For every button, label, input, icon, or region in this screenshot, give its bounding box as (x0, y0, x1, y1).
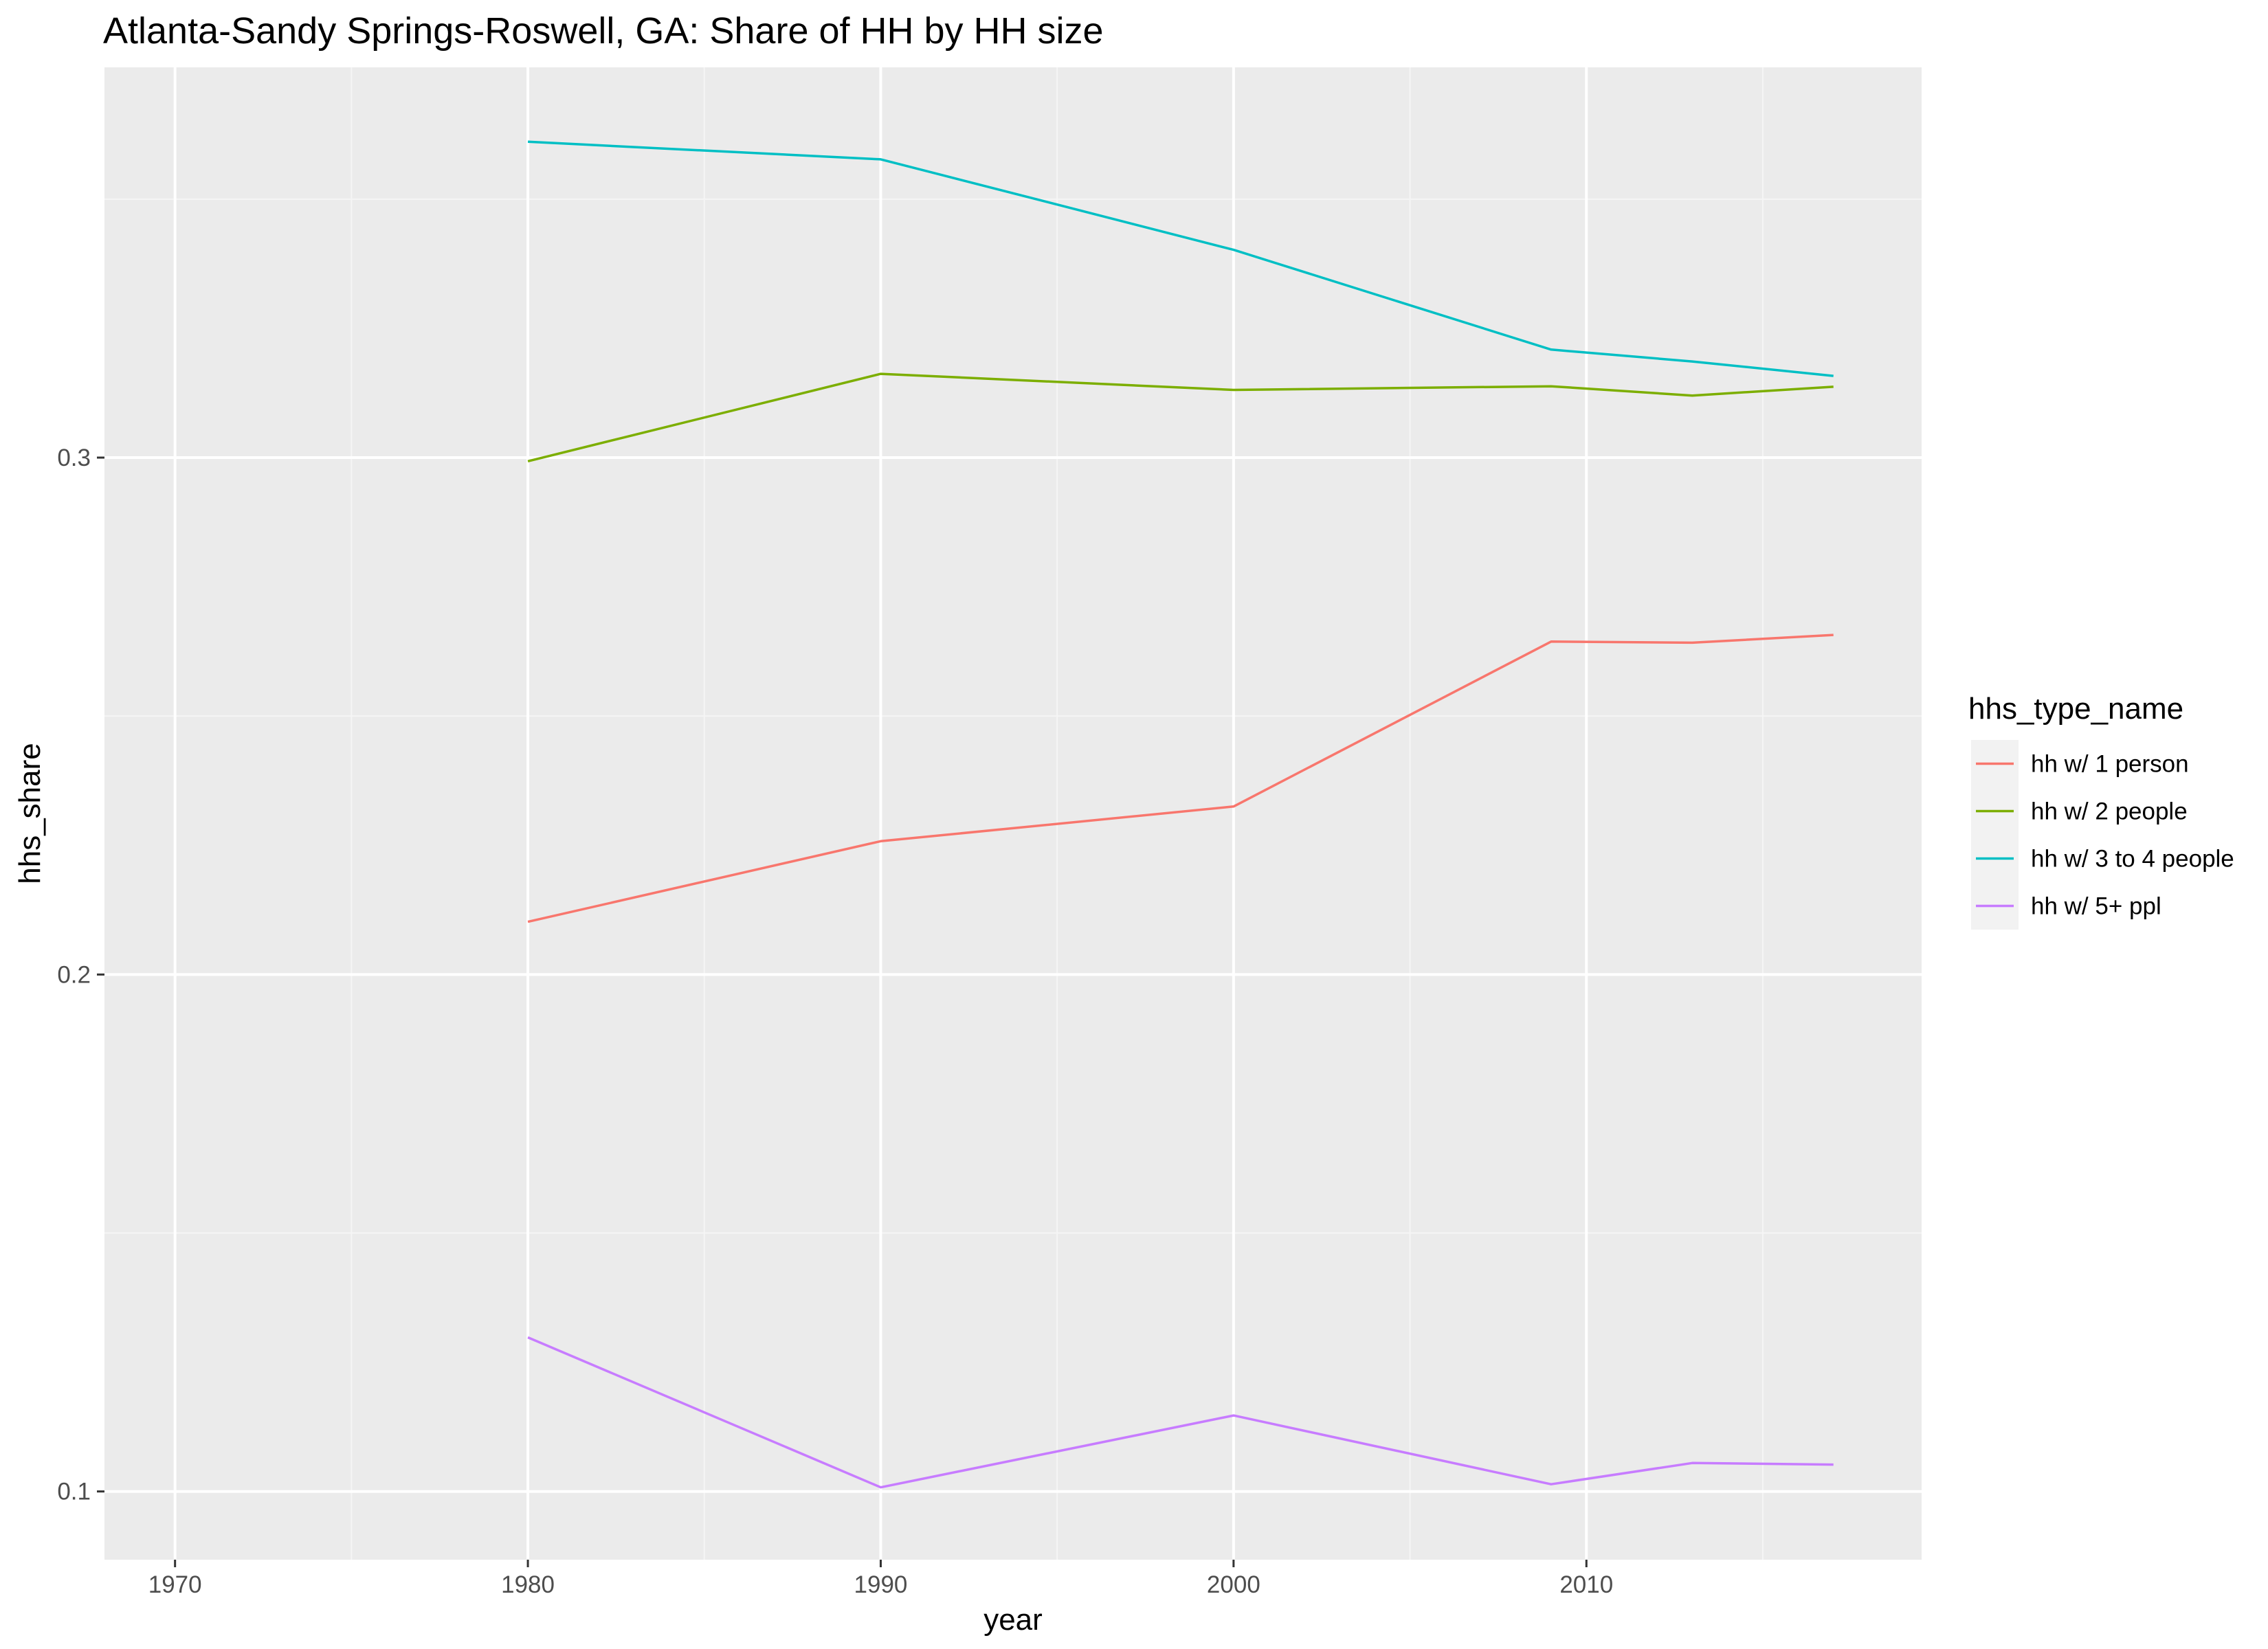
x-tick-label-2: 1990 (854, 1571, 908, 1598)
grid-minor (104, 67, 1922, 1560)
legend-title: hhs_type_name (1968, 692, 2183, 726)
y-tick-label-2: 0.3 (57, 445, 91, 471)
series-lines (527, 140, 1834, 1489)
series-line-4 (527, 1336, 1834, 1489)
series-line-3 (528, 140, 1834, 377)
legend-label-1: hh w/ 1 person (2031, 751, 2189, 778)
legend-label-4: hh w/ 5+ ppl (2031, 893, 2161, 920)
legend-label-2: hh w/ 2 people (2031, 798, 2188, 825)
series-line-1 (527, 633, 1834, 923)
x-axis-title: year (983, 1603, 1043, 1637)
chart-title: Atlanta-Sandy Springs-Roswell, GA: Share… (103, 10, 1104, 52)
legend-items: hh w/ 1 person hh w/ 2 people hh w/ 3 to 4… (1971, 740, 2234, 930)
plot-panel (104, 67, 1922, 1560)
y-axis-title: hhs_share (13, 743, 47, 884)
x-tick-label-0: 1970 (148, 1571, 202, 1598)
legend: hhs_type_name hh w/ 1 person hh w/ 2 peop… (1968, 692, 2234, 930)
x-tick-label-3: 2000 (1207, 1571, 1260, 1598)
y-axis: 0.1 0.2 0.3 (57, 445, 104, 1505)
x-tick-label-4: 2010 (1559, 1571, 1613, 1598)
y-tick-label-1: 0.2 (57, 961, 91, 988)
y-tick-label-0: 0.1 (57, 1479, 91, 1505)
grid-major (104, 67, 1922, 1560)
x-axis: 1970 1980 1990 2000 2010 (148, 1560, 1613, 1598)
x-tick-label-1: 1980 (501, 1571, 555, 1598)
series-line-2 (527, 372, 1834, 462)
legend-label-3: hh w/ 3 to 4 people (2031, 846, 2234, 873)
